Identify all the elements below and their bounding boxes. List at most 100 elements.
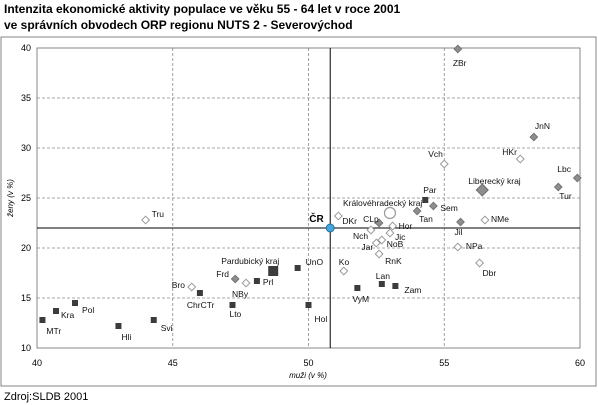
point-label-npa: NPa (466, 241, 483, 251)
point-tru (141, 215, 151, 225)
point-label-lan: Lan (376, 271, 390, 281)
tick-labels: 40 45 50 55 60 10 15 20 25 30 35 40 (21, 43, 585, 368)
point-label-jar: Jar (361, 242, 373, 252)
point-cr (325, 223, 335, 233)
point-jnn (529, 132, 539, 142)
point-kra (53, 308, 60, 314)
point-label-jil: Jil (455, 227, 463, 237)
point-label-sem: Sem (440, 203, 457, 213)
y-tick-label-25: 25 (21, 193, 31, 203)
point-label-tru: Tru (152, 209, 165, 219)
point-dbr (475, 258, 485, 268)
point-label-hli: Hli (121, 332, 131, 342)
point-label-ko: Ko (339, 257, 350, 267)
point-liberecky-kraj (475, 183, 489, 197)
gridlines (36, 47, 581, 349)
point-pardubicky-kraj (268, 266, 279, 276)
point-label-zam: Zam (404, 285, 421, 295)
point-bro (187, 282, 197, 292)
point-label-hol: Hol (315, 314, 328, 324)
x-tick-label-50: 50 (303, 358, 313, 368)
y-tick-label-10: 10 (21, 343, 31, 353)
point-zbr (453, 44, 463, 54)
point-label-nch: Nch (353, 231, 368, 241)
point-label-tur: Tur (559, 191, 572, 201)
point-label-mtr: MTr (46, 326, 61, 336)
point-label-pol: Pol (82, 305, 94, 315)
point-label-dkr: DKr (342, 216, 357, 226)
point-nob (377, 235, 387, 245)
point-jic (385, 228, 395, 238)
point-chrctr (196, 290, 203, 296)
point-label-svi: Svi (161, 323, 173, 333)
point-label-dbr: Dbr (483, 268, 497, 278)
point-tan (412, 206, 422, 216)
data-points (39, 44, 582, 329)
point-label-uno: UnO (306, 257, 324, 267)
y-axis-label: ženy (v %) (6, 179, 15, 218)
point-rnk (374, 249, 384, 259)
x-tick-label-55: 55 (439, 358, 449, 368)
point-label-liberecky-kraj: Liberecký kraj (468, 176, 521, 186)
y-tick-label-30: 30 (21, 143, 31, 153)
reference-lines (37, 48, 580, 348)
point-par (422, 197, 429, 203)
x-tick-label-45: 45 (168, 358, 178, 368)
chart-title: Intenzita ekonomické aktivity populace v… (4, 2, 401, 16)
point-vym (354, 285, 361, 291)
point-label-jic: Jic (395, 232, 406, 242)
point-hli (115, 323, 122, 329)
plot-area (36, 47, 581, 349)
point-label-nme: NMe (491, 214, 509, 224)
point-label-bro: Bro (172, 280, 186, 290)
chart-frame (0, 36, 597, 387)
point-label-par: Par (423, 185, 436, 195)
point-label-kralovehradecky-kraj: Královéhradecký kraj (343, 198, 422, 208)
point-lto (229, 302, 236, 308)
point-label-kra: Kra (61, 310, 75, 320)
point-hor (388, 221, 398, 231)
point-lbc (572, 173, 582, 183)
point-frd (230, 274, 240, 284)
point-hol (305, 302, 312, 308)
point-mtr (39, 317, 46, 323)
point-jar (371, 238, 381, 248)
point-label-lto: Lto (229, 309, 241, 319)
point-ko (339, 266, 349, 276)
point-nby (241, 278, 251, 288)
y-tick-label-40: 40 (21, 43, 31, 53)
x-tick-label-60: 60 (575, 358, 585, 368)
y-tick-label-15: 15 (21, 293, 31, 303)
point-label-prl: Prl (263, 277, 274, 287)
point-zam (392, 283, 399, 289)
point-nch (366, 225, 376, 235)
point-prl (253, 278, 260, 284)
source-note: Zdroj:SLDB 2001 (4, 391, 88, 403)
point-label-jnn: JnN (535, 121, 550, 131)
point-label-clp: CLp (363, 214, 379, 224)
point-label-vym: VyM (352, 294, 369, 304)
point-kralovehradecky-kraj (383, 206, 397, 220)
point-label-zbr: ZBr (453, 58, 467, 68)
point-dkr (333, 211, 343, 221)
point-jil (456, 217, 465, 227)
point-label-tan: Tan (419, 214, 433, 224)
point-label-nby: NBy (232, 289, 249, 299)
point-label-lbc: Lbc (557, 164, 571, 174)
point-hkr (515, 154, 525, 164)
point-label-pardubicky-kraj: Pardubický kraj (221, 256, 279, 266)
point-label-rnk: RnK (385, 256, 402, 266)
point-pol (72, 300, 79, 306)
point-sem (429, 201, 438, 211)
point-npa (453, 242, 463, 252)
point-lan (378, 281, 385, 287)
x-axis-label: muži (v %) (289, 371, 327, 380)
point-label-nob: NoB (387, 239, 404, 249)
point-label-vch: Vch (428, 149, 443, 159)
point-label-hkr: HKr (502, 147, 517, 157)
point-labels: ZBr JnN HKr Vch Lbc Tur Liberecký kraj Par Sem Ta… (46, 58, 571, 342)
chart-subtitle: ve správních obvodech ORP regionu NUTS 2… (4, 18, 353, 32)
point-vch (439, 159, 449, 169)
point-svi (150, 317, 157, 323)
